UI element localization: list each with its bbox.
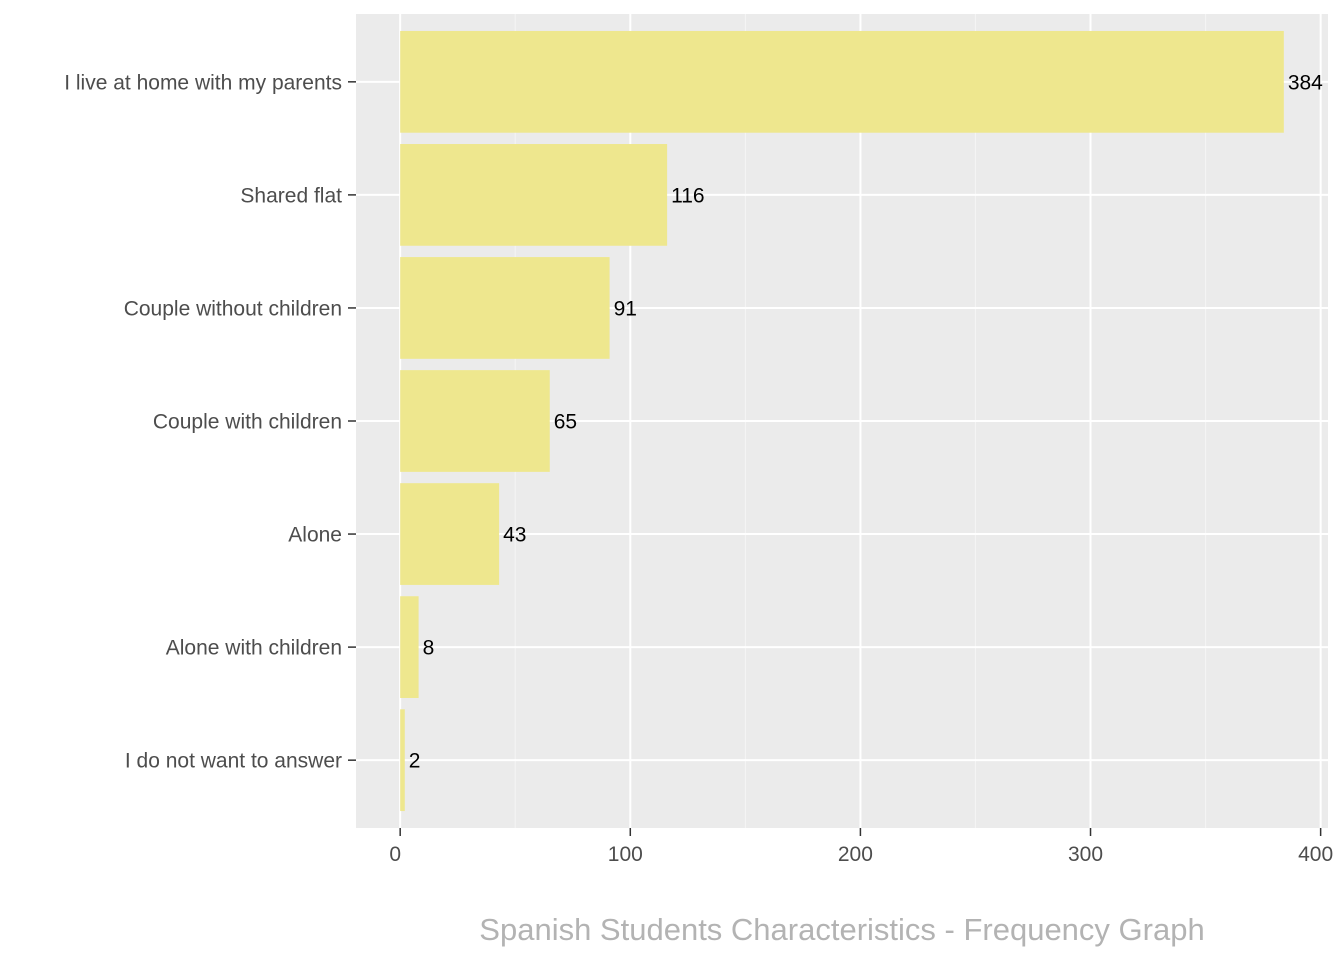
bar-value-label: 116 [671,184,704,207]
bar [400,257,610,359]
bar [400,144,668,246]
x-axis: 0 100 200 300 400 [389,828,1333,866]
x-tick-label: 200 [838,843,873,866]
category-label: Alone [288,524,342,547]
category-label: Alone with children [166,637,342,660]
bar [400,596,419,698]
bar [400,370,550,472]
bar-value-label: 91 [614,297,637,320]
category-label: Shared flat [240,184,342,207]
bar-value-label: 384 [1288,71,1323,94]
bar-value-label: 2 [409,750,421,773]
bar [400,709,405,812]
bars-group [400,30,1284,812]
category-label: Couple with children [153,411,342,434]
category-label: I do not want to answer [125,750,342,773]
chart-caption: Spanish Students Characteristics - Frequ… [479,912,1204,947]
x-tick-label: 300 [1068,843,1103,866]
x-tick-label: 400 [1298,843,1333,866]
y-axis: I live at home with my parents Shared fla… [64,71,356,773]
bar-value-label: 43 [503,524,526,547]
x-tick-label: 100 [608,843,643,866]
bar [400,30,1284,133]
category-label: I live at home with my parents [64,71,342,94]
x-tick-label: 0 [389,843,401,866]
bar [400,483,500,585]
bar-value-label: 65 [554,411,577,434]
data-labels-group: 384 116 91 65 43 8 2 [409,71,1323,772]
bar-value-label: 8 [423,637,435,660]
category-label: Couple without children [124,297,342,320]
